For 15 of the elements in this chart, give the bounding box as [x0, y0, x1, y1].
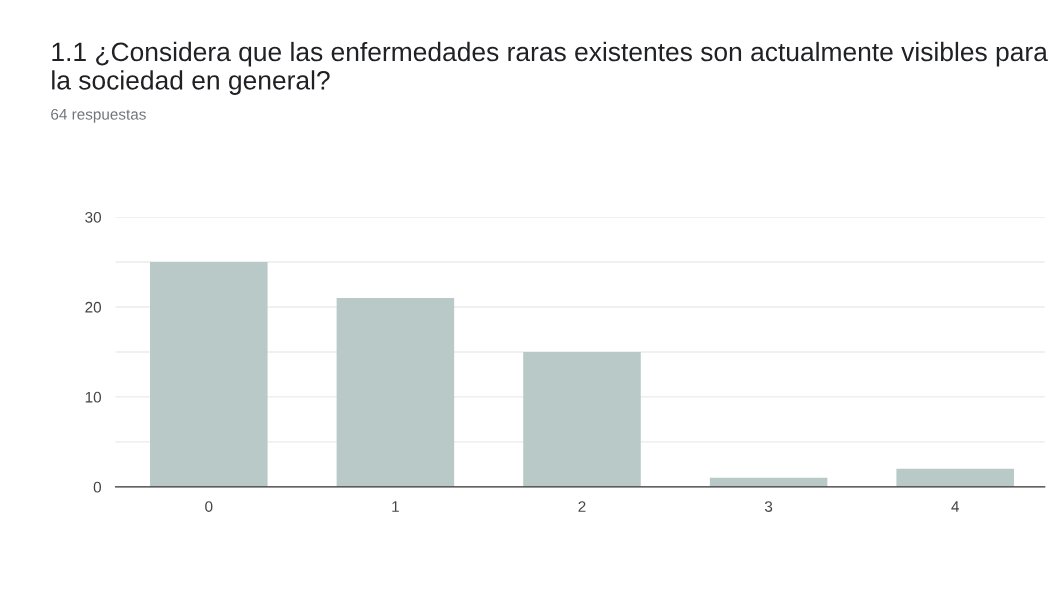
y-tick-label: 20	[85, 301, 102, 313]
y-tick-label: 10	[85, 391, 102, 403]
y-tick-label: 0	[93, 481, 102, 493]
bar	[896, 468, 1014, 487]
bar	[336, 297, 455, 487]
chart-subtitle: 64 respuestas	[51, 108, 146, 123]
x-tick-label: 4	[951, 501, 959, 512]
bar	[150, 262, 268, 487]
chart-title: 1.1 ¿Considera que las enfermedades raras existentes son actualmente visibles para la sociedad en general?	[52, 41, 1048, 95]
x-tick-label: 3	[764, 501, 773, 512]
x-tick-label: 2	[578, 501, 586, 512]
y-tick-label: 30	[85, 211, 102, 223]
bar	[523, 351, 641, 487]
x-tick-label: 0	[205, 501, 213, 512]
x-tick-label: 1	[392, 501, 399, 512]
